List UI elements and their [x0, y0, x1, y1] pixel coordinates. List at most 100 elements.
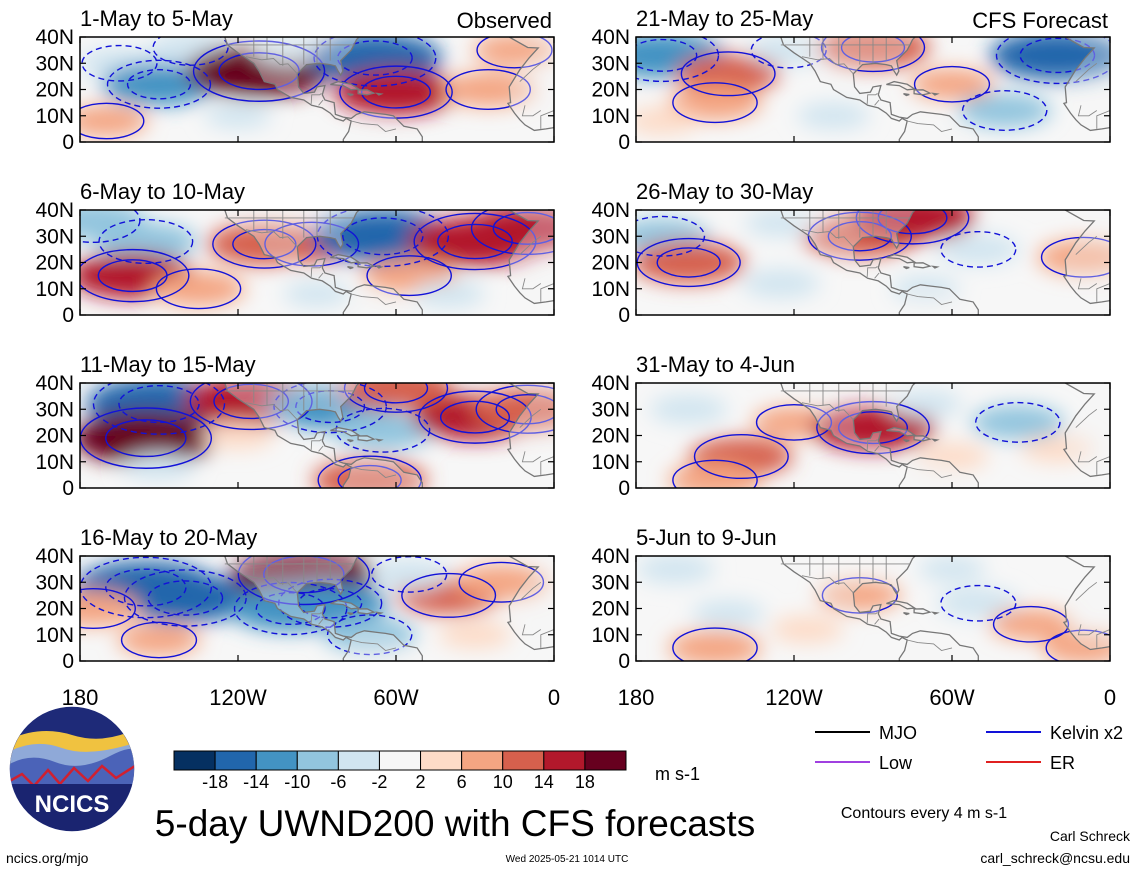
border-line — [801, 575, 854, 594]
border-line — [318, 272, 324, 279]
contour-line — [975, 401, 1061, 443]
land-outline — [224, 210, 423, 315]
y-tick-label: 40N — [35, 199, 74, 222]
y-tick-label: 30N — [35, 398, 74, 421]
land-outline — [903, 266, 910, 270]
anomaly-cell — [891, 276, 960, 302]
coastlines — [780, 37, 1110, 142]
border-line — [1077, 278, 1098, 290]
ncics-logo: NCICS — [8, 705, 136, 833]
contour-line — [1045, 629, 1110, 661]
y-tick-label: 40N — [591, 26, 630, 49]
map-panel: 40N 30N 20N 10N 0 26-May to 30-May — [591, 179, 1111, 327]
border-line — [907, 293, 953, 305]
y-tick-label: 10N — [35, 278, 74, 301]
border-line — [351, 120, 397, 132]
contour-line — [118, 384, 200, 424]
border-line — [519, 62, 542, 82]
y-tick-label: 0 — [618, 304, 630, 327]
land-outline — [347, 439, 354, 443]
anomaly-cell — [668, 630, 762, 661]
x-tick-label: 0 — [548, 685, 560, 710]
contour-line — [940, 584, 1017, 622]
land-outline — [913, 262, 932, 269]
x-tick-label: 60W — [373, 685, 418, 710]
contour-line — [636, 215, 706, 257]
contour-line — [750, 37, 827, 69]
colorbar-tick-label: -14 — [243, 772, 269, 792]
y-tick-label: 0 — [62, 477, 74, 500]
site-link[interactable]: ncics.org/mjo — [6, 850, 89, 866]
contour-line — [189, 383, 313, 431]
anomaly-cell — [80, 105, 148, 137]
contour-line — [656, 247, 721, 278]
coast-line — [358, 556, 360, 557]
anomaly-cell — [797, 102, 870, 130]
border-line — [866, 93, 878, 104]
land-outline — [374, 92, 384, 96]
border-line — [907, 120, 953, 132]
contour-line — [237, 556, 371, 606]
land-outline — [780, 210, 979, 315]
y-tick-label: 10N — [591, 624, 630, 647]
contour-line — [755, 403, 833, 441]
panel-tag: Observed — [457, 8, 552, 33]
anomaly-field — [636, 210, 1110, 302]
x-tick-label: 180 — [618, 685, 655, 710]
colorbar-swatch — [255, 750, 298, 771]
contour-line — [212, 219, 317, 269]
y-tick-label: 30N — [591, 398, 630, 421]
land-outline — [330, 253, 361, 264]
contour-line — [961, 90, 1048, 131]
y-tick-label: 30N — [591, 225, 630, 248]
contour-line — [255, 591, 326, 626]
contour-line — [232, 228, 297, 260]
land-outline — [930, 265, 940, 269]
contour-line — [940, 230, 1017, 268]
border-line — [521, 451, 542, 463]
anomaly-cell — [918, 556, 986, 582]
anomaly-cell — [412, 280, 486, 308]
land-outline — [506, 210, 554, 305]
border-line — [866, 439, 878, 450]
anomaly-cell — [151, 271, 246, 306]
y-tick-label: 40N — [35, 545, 74, 568]
anomaly-cell — [668, 462, 762, 488]
contour-line — [445, 69, 531, 110]
colorbar-swatch — [584, 750, 627, 771]
anomaly-cell — [438, 621, 512, 649]
map-panel: 40N 30N 20N 10N 0 21-May to 25-May CFS Forecas… — [591, 6, 1111, 154]
anomaly-cell — [668, 85, 762, 120]
land-outline — [347, 612, 354, 616]
border-line — [874, 99, 880, 106]
coastlines — [224, 556, 554, 661]
border-line — [874, 445, 880, 452]
colorbar-tick-label: -18 — [202, 772, 228, 792]
coastlines — [224, 210, 554, 315]
y-tick-label: 10N — [591, 451, 630, 474]
y-tick-label: 30N — [35, 225, 74, 248]
contour-line — [313, 37, 437, 87]
border-line — [519, 235, 542, 255]
anomaly-cell — [770, 615, 844, 644]
colorbar-tick-label: -6 — [330, 772, 346, 792]
land-outline — [1062, 383, 1110, 478]
y-tick-label: 10N — [35, 624, 74, 647]
land-outline — [886, 599, 917, 610]
land-outline — [913, 435, 932, 442]
land-outline — [347, 93, 354, 97]
land-outline — [506, 37, 554, 132]
y-tick-label: 20N — [35, 598, 74, 621]
colorbar-swatch — [502, 750, 545, 771]
border-line — [310, 612, 322, 623]
anomaly-cell — [744, 210, 818, 237]
anomaly-cell — [971, 405, 1065, 440]
contour-line — [342, 217, 424, 256]
contour-line — [273, 383, 388, 434]
land-outline — [330, 80, 361, 91]
legend: MJO Kelvin x2 Low ER — [815, 723, 1123, 773]
contour-line — [636, 38, 698, 72]
anomaly-cell — [283, 281, 351, 307]
contour-line — [476, 37, 553, 69]
